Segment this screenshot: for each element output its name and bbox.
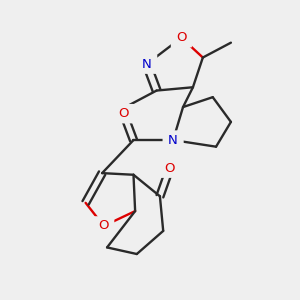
Text: N: N — [142, 58, 152, 70]
Text: O: O — [98, 220, 109, 232]
FancyBboxPatch shape — [136, 54, 157, 74]
Text: O: O — [176, 31, 187, 44]
Text: O: O — [165, 162, 175, 175]
FancyBboxPatch shape — [93, 216, 114, 236]
FancyBboxPatch shape — [171, 28, 192, 47]
FancyBboxPatch shape — [113, 104, 134, 123]
Text: N: N — [168, 134, 178, 147]
FancyBboxPatch shape — [159, 158, 180, 178]
FancyBboxPatch shape — [163, 130, 184, 150]
Text: O: O — [118, 107, 129, 120]
